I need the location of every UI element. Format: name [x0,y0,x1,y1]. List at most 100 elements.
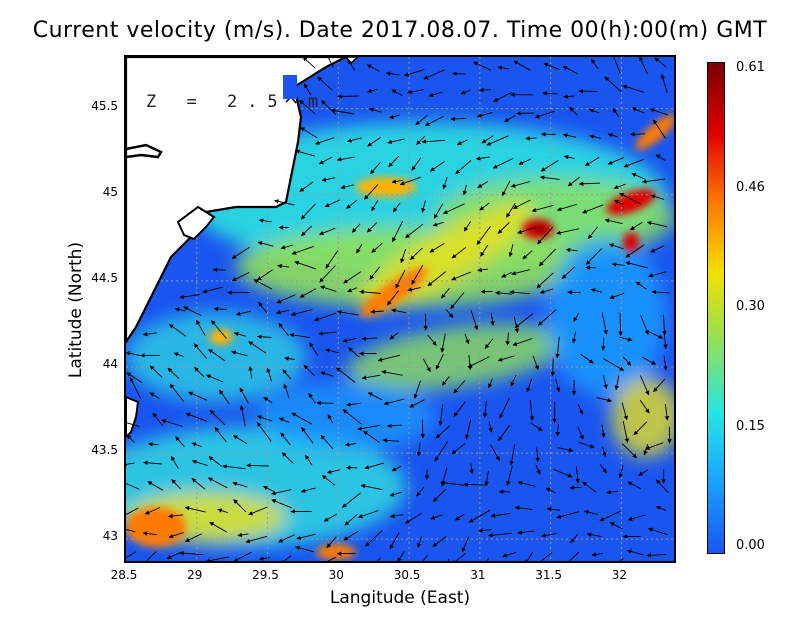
velocity-arrow [562,65,578,75]
map-frame[interactable] [124,55,676,563]
velocity-arrow [371,200,379,212]
velocity-arrow [417,535,423,548]
velocity-arrow [664,404,670,421]
velocity-arrow [416,442,422,457]
velocity-arrow [359,289,381,295]
velocity-arrow [511,269,531,276]
x-tick-label: 29 [187,568,203,582]
velocity-arrow [184,506,206,513]
velocity-arrow [278,417,290,423]
velocity-arrow [428,91,443,98]
velocity-arrow [464,333,470,345]
velocity-arrow [565,247,578,253]
velocity-arrow [300,203,316,220]
velocity-arrow [326,469,340,475]
velocity-arrow [652,119,666,139]
velocity-arrow [601,446,607,457]
velocity-arrow [386,423,403,429]
colorbar-tick-label: 0.15 [736,418,765,434]
velocity-arrow [604,218,623,225]
velocity-arrow [477,181,489,188]
velocity-arrow [361,336,378,341]
velocity-arrow [217,508,228,514]
velocity-arrow [631,172,646,180]
velocity-arrow [534,110,555,119]
velocity-arrow [253,279,273,290]
velocity-arrow [302,57,316,69]
velocity-arrow [300,127,318,139]
velocity-arrow [571,331,577,344]
velocity-arrow [498,425,510,442]
velocity-arrow [415,114,428,126]
velocity-arrow [488,421,493,433]
velocity-arrow [455,513,465,521]
velocity-arrow [611,262,626,267]
colorbar-tick-label: 0.00 [736,538,765,553]
velocity-arrow [185,412,208,422]
velocity-arrow [563,154,575,160]
velocity-arrow [434,441,449,462]
velocity-arrow [424,115,444,127]
velocity-arrow [648,527,668,536]
velocity-arrow [405,512,422,524]
velocity-arrow [608,243,624,250]
velocity-arrow [381,369,403,376]
velocity-arrow [248,366,253,379]
velocity-arrow [463,482,488,487]
velocity-arrow [438,404,444,426]
velocity-arrow [222,464,246,470]
velocity-arrow [413,380,421,399]
velocity-arrow [335,367,356,383]
velocity-arrow [409,399,425,408]
velocity-arrow [191,478,206,490]
velocity-arrow [512,199,531,209]
velocity-arrow [623,158,644,168]
velocity-arrow [451,246,467,259]
velocity-arrow [609,522,623,530]
velocity-arrow [421,139,446,144]
velocity-arrow [320,434,334,449]
velocity-arrow [640,315,649,335]
velocity-arrow [327,556,336,561]
velocity-arrow [567,176,580,187]
velocity-arrow [391,308,406,314]
velocity-arrow [432,221,444,227]
velocity-arrow [578,441,595,449]
velocity-arrow [517,226,537,235]
velocity-arrow [256,415,273,422]
velocity-arrow [366,88,378,94]
velocity-arrow [370,309,384,314]
velocity-arrow [316,400,334,406]
velocity-arrow [479,87,492,93]
velocity-arrow [599,463,607,474]
velocity-arrow [481,135,494,144]
velocity-arrow [622,356,632,366]
velocity-arrow [184,533,202,542]
velocity-arrow [280,432,291,446]
velocity-arrow [300,225,312,237]
velocity-arrow [553,468,573,478]
velocity-map[interactable] [126,57,676,563]
velocity-arrow [291,412,313,425]
velocity-arrow [171,479,182,490]
velocity-arrow [440,333,446,353]
velocity-arrow [303,364,315,377]
velocity-arrow [205,556,230,561]
velocity-arrow [363,430,380,443]
velocity-arrow [555,336,560,359]
velocity-arrow [569,106,578,116]
velocity-arrow [433,203,444,219]
velocity-arrow [587,226,598,239]
velocity-arrow [166,552,181,560]
velocity-arrow [526,378,533,393]
velocity-arrow [540,551,553,561]
velocity-arrow [535,447,540,463]
velocity-arrow [377,354,401,362]
velocity-arrow [482,400,488,418]
velocity-arrow [280,244,294,250]
velocity-arrow [631,107,645,114]
velocity-arrow [619,192,642,205]
velocity-arrow [614,200,624,206]
velocity-arrow [209,409,226,426]
velocity-arrow [231,272,250,282]
